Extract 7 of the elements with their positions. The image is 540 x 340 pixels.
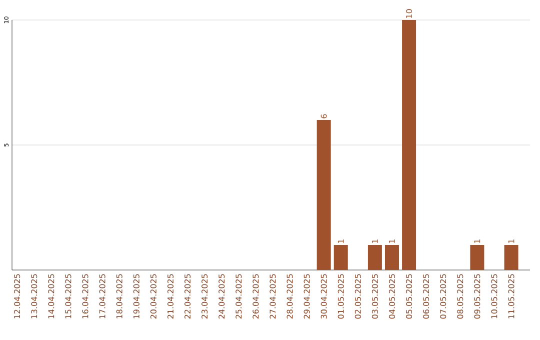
bar [402, 20, 416, 270]
bar [384, 245, 399, 270]
bar [504, 245, 518, 270]
bar [334, 245, 348, 270]
bar [470, 245, 484, 270]
bar [368, 245, 382, 270]
bar [316, 120, 331, 270]
